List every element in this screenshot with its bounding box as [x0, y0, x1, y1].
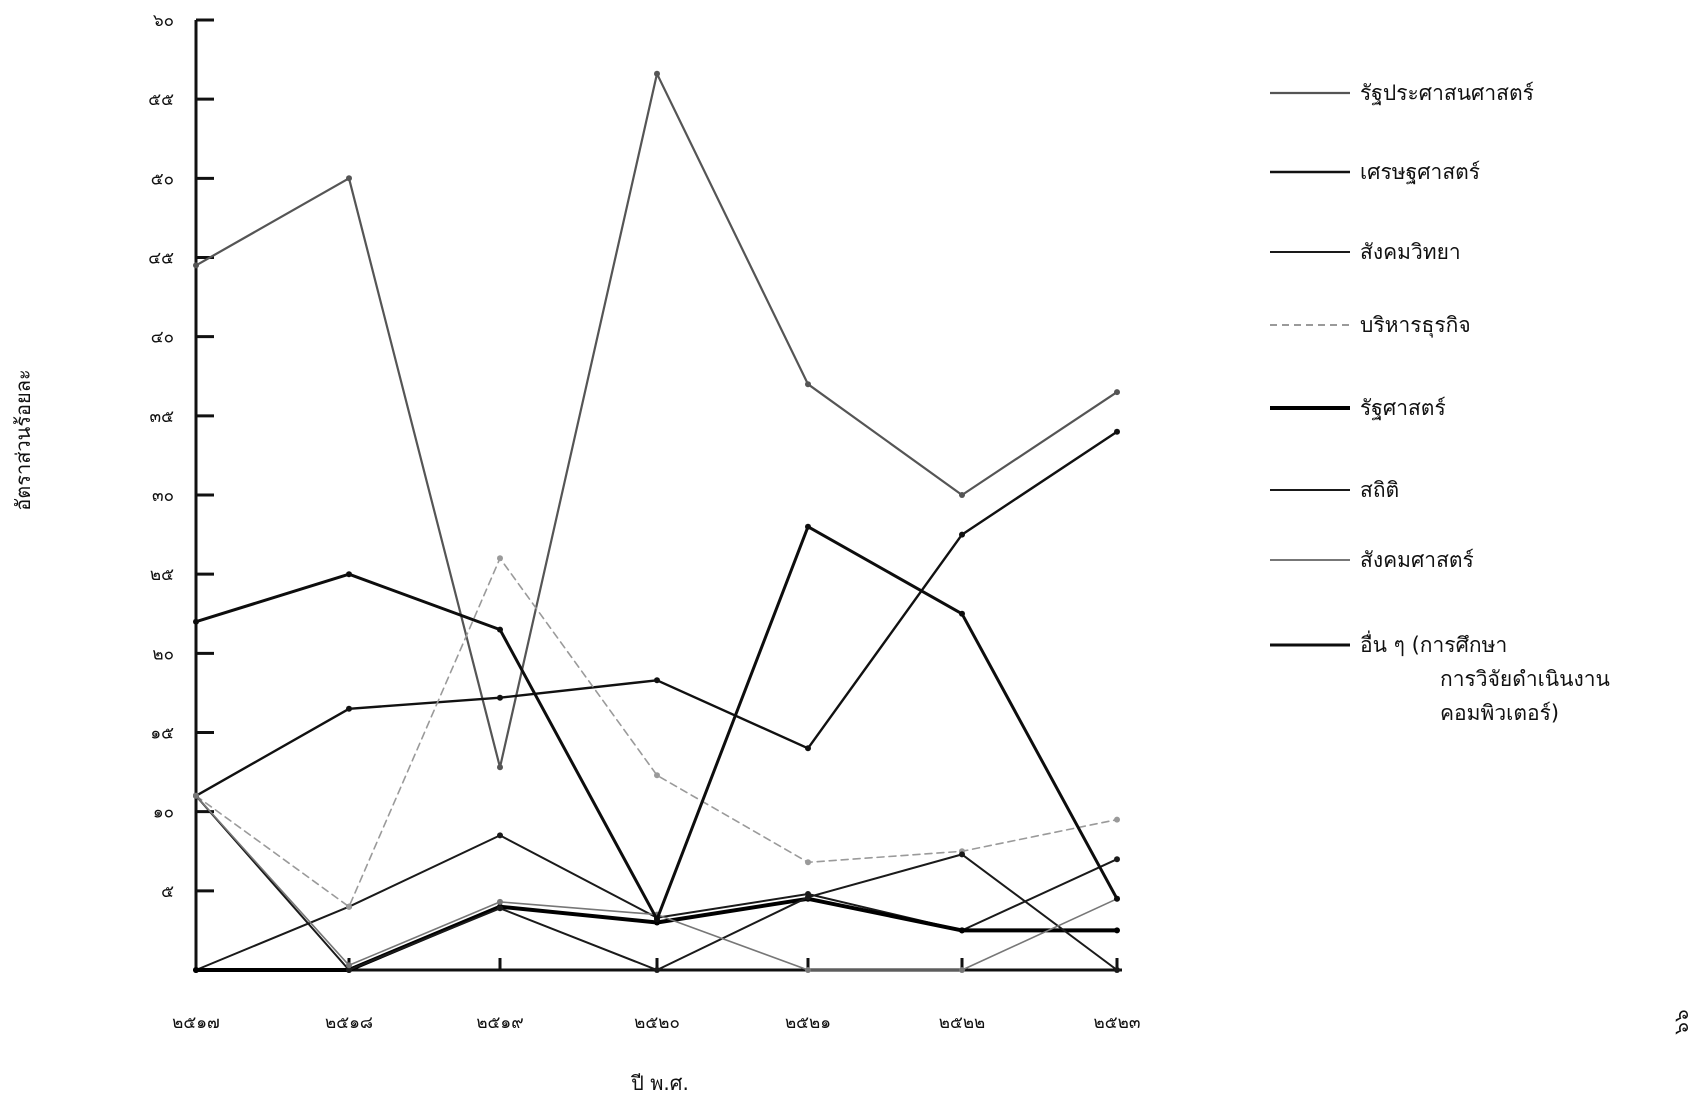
y-tick-label: ๖๐	[153, 11, 174, 31]
series-5	[193, 792, 1120, 973]
legend-item: สังคมวิทยา	[1270, 240, 1461, 264]
x-axis-title: ปี พ.ศ.	[631, 1071, 689, 1095]
data-point	[346, 571, 352, 578]
legend-label: คอมพิวเตอร์)	[1440, 701, 1559, 725]
x-tick-label: ๒๕๒๑	[785, 1013, 831, 1033]
data-point	[805, 745, 811, 752]
series-7	[193, 523, 1120, 923]
legend-label: รัฐศาสตร์	[1360, 396, 1446, 420]
y-tick-label: ๕๐	[151, 169, 174, 189]
data-point	[1114, 816, 1120, 823]
y-tick-label: ๑๐	[153, 803, 174, 823]
page-number: ๖๖	[1669, 1009, 1693, 1034]
legend: รัฐประศาสนศาสตร์เศรษฐศาสตร์สังคมวิทยาบริ…	[1270, 81, 1610, 725]
data-point	[1114, 895, 1120, 902]
data-point	[654, 772, 660, 779]
x-tick-label: ๒๕๒๐	[634, 1013, 680, 1033]
legend-label: สถิติ	[1360, 478, 1399, 502]
legend-label: เศรษฐศาสตร์	[1360, 160, 1480, 184]
data-point	[346, 967, 352, 973]
data-point	[1114, 428, 1120, 435]
series-0	[193, 70, 1120, 771]
data-point	[805, 859, 811, 866]
data-point	[805, 894, 811, 901]
legend-label: สังคมศาสตร์	[1360, 548, 1474, 572]
data-point	[1114, 856, 1120, 863]
data-point	[346, 705, 352, 712]
data-point	[497, 764, 503, 771]
data-point	[959, 531, 965, 538]
data-point	[959, 851, 965, 858]
series-6	[193, 792, 1120, 973]
series-lines	[193, 70, 1120, 973]
y-tick-label: ๓๕	[150, 407, 175, 427]
data-point	[1114, 389, 1120, 396]
series-1	[193, 428, 1120, 799]
data-point	[805, 967, 811, 973]
legend-item: รัฐประศาสนศาสตร์	[1270, 81, 1534, 105]
data-point	[497, 832, 503, 839]
data-point	[654, 916, 660, 923]
data-point	[497, 555, 503, 562]
data-point	[193, 618, 199, 625]
data-point	[805, 523, 811, 530]
data-point	[654, 677, 660, 684]
legend-item: รัฐศาสตร์	[1270, 396, 1446, 420]
legend-item: สังคมศาสตร์	[1270, 548, 1474, 572]
legend-label: การวิจัยดำเนินงาน	[1440, 667, 1610, 691]
data-point	[497, 905, 503, 912]
x-tick-label: ๒๕๑๙	[476, 1013, 523, 1033]
series-line	[194, 525, 1119, 921]
data-point	[654, 70, 660, 77]
legend-label: บริหารธุรกิจ	[1360, 313, 1471, 338]
x-tick-label: ๒๕๑๗	[172, 1013, 220, 1033]
data-point	[959, 610, 965, 617]
series-line	[195, 794, 1118, 971]
y-axis-title: อัตราส่วนร้อยละ	[11, 369, 35, 511]
data-point	[193, 792, 199, 799]
x-tick-label: ๒๕๒๓	[1094, 1013, 1141, 1033]
y-tick-label: ๒๐	[152, 644, 174, 664]
series-line	[194, 72, 1119, 769]
data-point	[193, 967, 199, 973]
legend-label: สังคมวิทยา	[1360, 240, 1461, 264]
x-tick-label: ๒๕๒๒	[939, 1013, 985, 1033]
y-tick-label: ๒๕	[150, 565, 174, 585]
data-point	[959, 967, 965, 973]
data-point	[346, 903, 352, 910]
data-point	[1114, 927, 1120, 934]
legend-item: เศรษฐศาสตร์	[1270, 160, 1480, 184]
data-point	[346, 175, 352, 182]
y-tick-label: ๑๕	[150, 724, 174, 744]
data-point	[959, 492, 965, 498]
y-tick-label: ๔๐	[151, 328, 174, 348]
y-tick-label: ๔๕	[148, 249, 174, 269]
legend-item: สถิติ	[1270, 478, 1399, 502]
data-point	[497, 898, 503, 905]
legend-item: อื่น ๆ (การศึกษาการวิจัยดำเนินงานคอมพิวเ…	[1270, 630, 1610, 725]
legend-item: บริหารธุรกิจ	[1270, 313, 1471, 338]
data-point	[497, 626, 503, 633]
series-line	[195, 557, 1118, 908]
series-3	[193, 555, 1120, 910]
data-point	[497, 694, 503, 701]
data-point	[959, 927, 965, 934]
legend-label: อื่น ๆ (การศึกษา	[1360, 630, 1507, 657]
legend-label: รัฐประศาสนศาสตร์	[1360, 81, 1534, 105]
axes	[194, 18, 1122, 972]
data-point	[193, 262, 199, 269]
data-point	[346, 962, 352, 969]
y-tick-label: ๓๐	[152, 486, 174, 506]
x-tick-label: ๒๕๑๘	[325, 1013, 373, 1033]
data-point	[805, 381, 811, 388]
y-tick-label: ๕	[161, 882, 174, 902]
data-point	[1114, 967, 1120, 973]
series-line	[195, 794, 1118, 971]
data-point	[654, 967, 660, 973]
y-tick-label: ๕๕	[148, 90, 174, 110]
series-line	[194, 430, 1119, 797]
